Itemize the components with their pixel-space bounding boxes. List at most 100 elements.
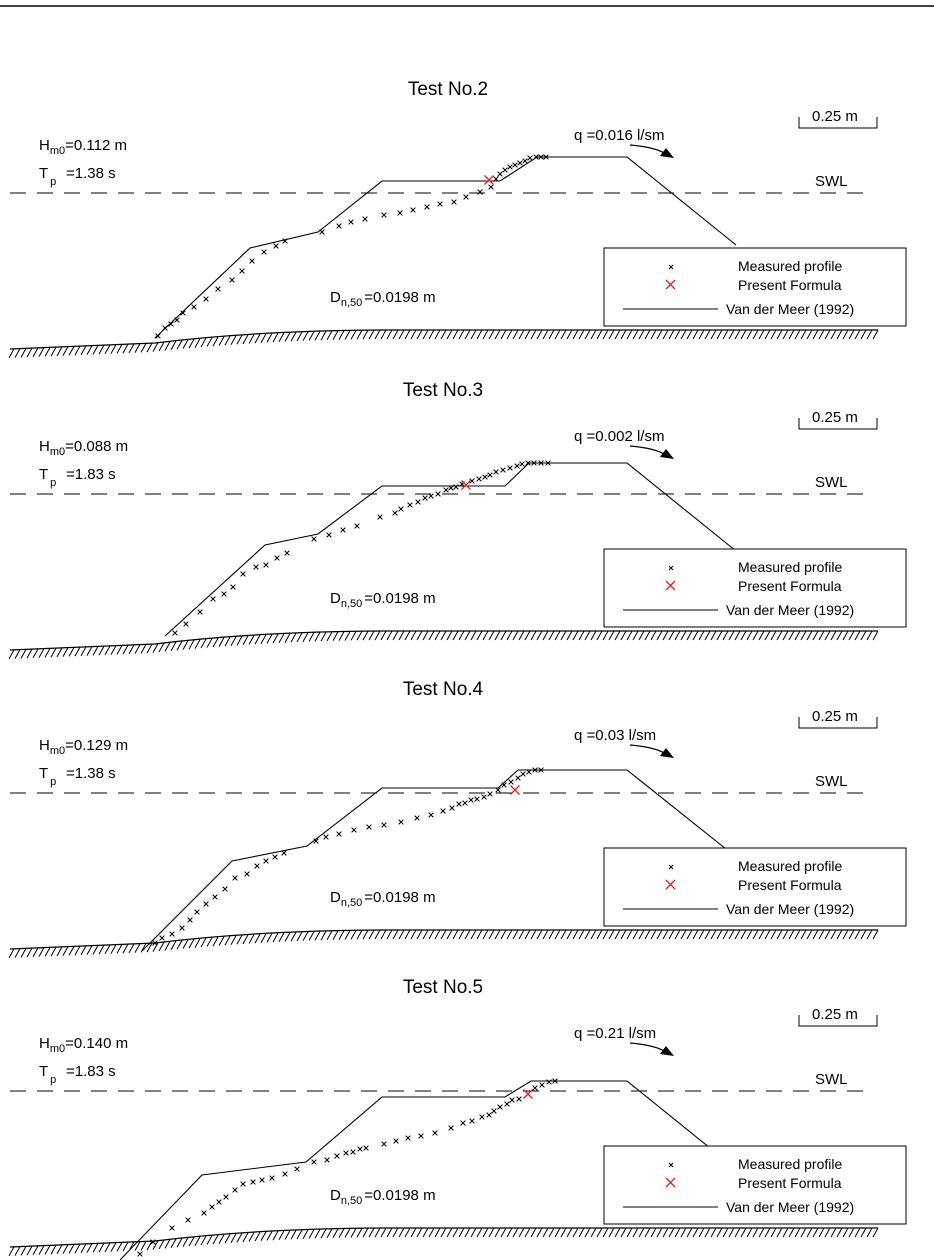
tp-value: =1.38 s xyxy=(66,165,116,182)
measured-point xyxy=(526,769,532,775)
scale-label: 0.25 m xyxy=(812,409,858,426)
dn50-label: Dn,50 =0.0198 m xyxy=(330,590,436,610)
measured-point xyxy=(415,499,421,505)
hm0-label: Hm0=0.140 m xyxy=(39,1035,128,1055)
dn50-value: =0.0198 m xyxy=(364,590,435,607)
measured-point xyxy=(244,871,250,877)
measured-marker-icon xyxy=(668,864,674,870)
measured-point xyxy=(336,223,342,229)
measured-point xyxy=(453,484,459,490)
measured-point xyxy=(497,1104,503,1110)
measured-point xyxy=(482,474,488,480)
measured-point xyxy=(545,460,551,466)
van-der-meer-profile-line xyxy=(154,156,737,339)
hm0-subscript: m0 xyxy=(50,145,65,157)
measured-point xyxy=(169,931,175,937)
measured-point xyxy=(437,201,443,207)
dn50-label: Dn,50 =0.0198 m xyxy=(330,889,436,909)
measured-point xyxy=(284,550,290,556)
measured-point xyxy=(249,258,255,264)
measured-point xyxy=(424,204,430,210)
hm0-subscript: m0 xyxy=(50,745,65,757)
overtopping-rate: q =0.002 l/sm xyxy=(574,428,664,445)
measured-point xyxy=(324,1157,330,1163)
panel-title: Test No.4 xyxy=(403,679,484,700)
dn50-subscript: n,50 xyxy=(341,598,362,610)
measured-point xyxy=(538,154,544,160)
dn50-label: Dn,50 =0.0198 m xyxy=(330,1187,436,1207)
measured-point xyxy=(334,1153,340,1159)
measured-point xyxy=(180,310,186,316)
measured-point xyxy=(311,1159,317,1165)
scale-label: 0.25 m xyxy=(812,708,858,725)
measured-point xyxy=(169,1225,175,1231)
measured-point xyxy=(366,824,372,830)
legend: Measured profile Present Formula Van der M… xyxy=(603,847,907,927)
measured-point xyxy=(407,502,413,508)
measured-point xyxy=(495,787,501,793)
legend-measured: Measured profile xyxy=(738,258,842,274)
measured-point xyxy=(428,493,434,499)
legend-box xyxy=(603,847,907,927)
measured-point xyxy=(340,527,346,533)
measured-point xyxy=(259,1177,265,1183)
dn50-subscript: n,50 xyxy=(341,297,362,309)
measured-point xyxy=(272,854,278,860)
measured-point xyxy=(440,808,446,814)
legend-formula: Present Formula xyxy=(738,877,842,893)
measured-point xyxy=(174,317,180,323)
measured-point xyxy=(517,160,523,166)
measured-point xyxy=(381,212,387,218)
measured-point xyxy=(516,1096,522,1102)
measured-point xyxy=(539,1082,545,1088)
seabed-hatching xyxy=(8,630,879,660)
legend-vdm: Van der Meer (1992) xyxy=(726,301,854,317)
scale-label: 0.25 m xyxy=(812,108,858,125)
legend: Measured profile Present Formula Van der M… xyxy=(603,247,907,327)
overtopping-rate: q =0.016 l/sm xyxy=(574,127,664,144)
hm0-label: Hm0=0.088 m xyxy=(39,438,128,458)
measured-point xyxy=(210,596,216,602)
panel-title: Test No.2 xyxy=(408,79,488,100)
measured-point xyxy=(469,478,475,484)
measured-point xyxy=(281,850,287,856)
measured-point xyxy=(532,1085,538,1091)
measured-point xyxy=(451,199,457,205)
legend-measured: Measured profile xyxy=(738,858,842,874)
legend-vdm: Van der Meer (1992) xyxy=(726,1199,854,1215)
measured-point xyxy=(432,1130,438,1136)
measured-point xyxy=(479,1114,485,1120)
overtopping-rate: q =0.21 l/sm xyxy=(574,1025,656,1042)
measured-point xyxy=(240,571,246,577)
measured-point xyxy=(507,465,513,471)
measured-point xyxy=(185,1217,191,1223)
seabed-hatching xyxy=(8,929,879,959)
measured-point xyxy=(398,506,404,512)
tp-symbol: T xyxy=(39,466,48,483)
test-panel: Test No.5 Hm0=0.140 m T p =1.83 s Dn,50 =0.019… xyxy=(8,977,907,1260)
measured-point xyxy=(463,194,469,200)
overtopping-arrow xyxy=(629,445,667,456)
measured-point xyxy=(501,782,507,788)
measured-point xyxy=(203,296,209,302)
measured-point xyxy=(152,940,158,946)
arrow-head-icon xyxy=(660,148,674,158)
measured-point xyxy=(273,243,279,249)
seabed-line xyxy=(9,630,878,651)
measured-point xyxy=(405,1135,411,1141)
panel-title: Test No.5 xyxy=(403,977,483,998)
dn50-label: Dn,50 =0.0198 m xyxy=(330,289,436,309)
tp-value: =1.83 s xyxy=(66,1063,116,1080)
tp-symbol: T xyxy=(39,1063,48,1080)
seabed-line xyxy=(9,929,878,950)
measured-point xyxy=(502,167,508,173)
overtopping-rate: q =0.03 l/sm xyxy=(574,727,656,744)
measured-point xyxy=(172,630,178,636)
measured-point xyxy=(232,1187,238,1193)
measured-point xyxy=(263,858,269,864)
measured-point xyxy=(261,249,267,255)
